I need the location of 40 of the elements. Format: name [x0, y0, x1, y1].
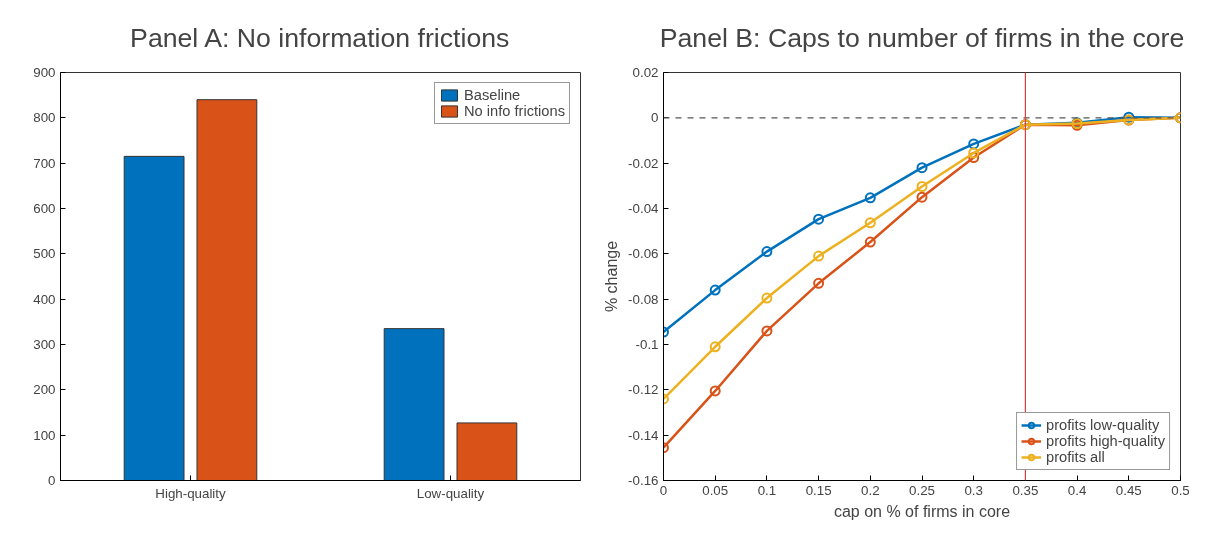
x-tick-label: Low-quality — [416, 485, 485, 501]
x-tick-label: 0.4 — [1067, 482, 1087, 498]
y-tick-label: -0.16 — [628, 473, 659, 488]
x-tick-label: 0.45 — [1115, 482, 1142, 498]
legend-label: profits high-quality — [1046, 433, 1165, 449]
x-tick-label: 0.3 — [964, 482, 983, 498]
x-tick-label: 0.05 — [702, 482, 729, 498]
y-tick-label: 600 — [33, 201, 56, 216]
x-tick-label: 0.5 — [1171, 482, 1190, 498]
y-tick-label: -0.04 — [628, 201, 660, 216]
y-tick-label: 400 — [33, 291, 56, 307]
x-tick-label: 0.2 — [861, 482, 880, 498]
chart-title: Panel B: Caps to number of firms in the core — [659, 22, 1185, 53]
y-tick-label: 500 — [33, 246, 56, 262]
legend-label: profits all — [1046, 449, 1105, 465]
x-axis-title: cap on % of firms in core — [833, 502, 1011, 520]
y-tick-label: 0.02 — [632, 65, 659, 80]
x-tick-label: High-quality — [155, 485, 227, 501]
y-tick-label: -0.06 — [628, 246, 659, 262]
legend-label: Baseline — [463, 87, 521, 103]
y-tick-label: -0.12 — [628, 382, 659, 398]
y-tick-label: 800 — [33, 110, 56, 126]
y-tick-label: -0.14 — [628, 427, 660, 443]
y-tick-label: 0 — [651, 110, 659, 126]
x-tick-label: 0.1 — [757, 482, 777, 498]
y-tick-label: 200 — [33, 382, 56, 398]
x-tick-label: 0.15 — [805, 482, 832, 498]
y-tick-label: 300 — [33, 337, 56, 352]
y-tick-label: 700 — [33, 155, 56, 171]
y-tick-label: 100 — [33, 427, 56, 443]
y-tick-label: -0.1 — [635, 337, 659, 352]
y-axis-title: % change — [603, 240, 621, 313]
legend-label: profits low-quality — [1046, 417, 1160, 433]
legend-label: No info frictions — [463, 103, 565, 119]
x-tick-label: 0.25 — [909, 482, 935, 498]
y-tick-label: -0.02 — [628, 155, 659, 171]
x-tick-label: 0.35 — [1012, 482, 1039, 498]
y-tick-label: -0.08 — [628, 291, 659, 307]
chart-title: Panel A: No information frictions — [130, 22, 510, 53]
y-tick-label: 900 — [33, 65, 56, 80]
